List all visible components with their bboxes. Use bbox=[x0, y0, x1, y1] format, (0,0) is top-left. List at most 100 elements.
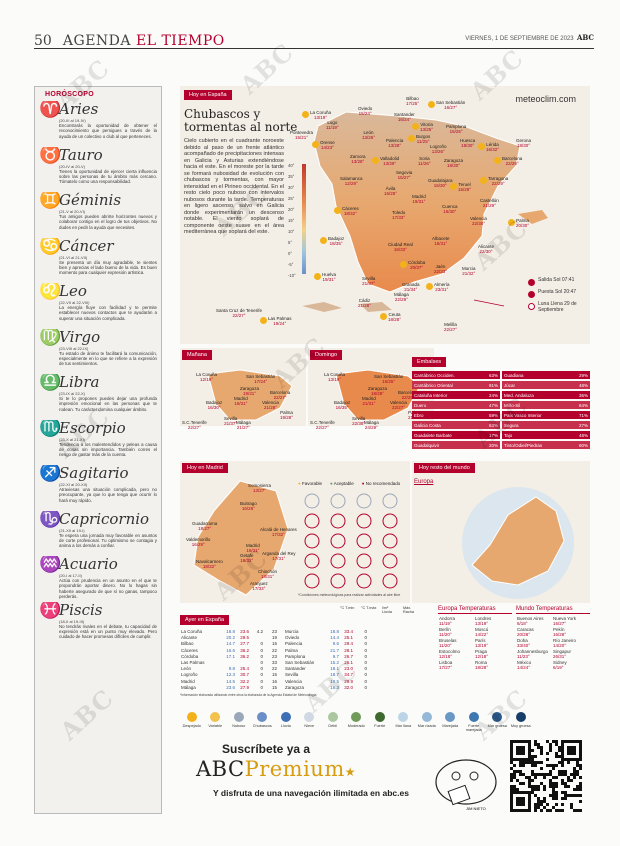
madrid-city: Guadarrama 18/27° bbox=[192, 521, 217, 531]
activity-icon bbox=[356, 493, 372, 509]
ayer-row: Santander 18.1 23.0 0 bbox=[285, 666, 367, 672]
madrid-city: Somosierra 13/27° bbox=[248, 483, 271, 493]
madrid-map bbox=[193, 480, 289, 596]
city-name: Gerona bbox=[516, 138, 532, 143]
weather-symbol-icon bbox=[468, 712, 479, 722]
city-temp: 21/37° bbox=[362, 281, 376, 286]
city-forecast: Ceuta 18/28° bbox=[388, 312, 401, 322]
weather-symbol-icon bbox=[492, 712, 503, 722]
city-forecast: Soria 11/26° bbox=[418, 156, 431, 166]
subscription-ad[interactable]: Suscríbete ya a ABCPremium★ Y disfruta d… bbox=[180, 740, 590, 816]
city-name: Huesca bbox=[460, 138, 476, 143]
horoscope-sign: ♐ Sagitario (22-XI al 20-XII) Atraviesas un… bbox=[39, 465, 157, 511]
city-temp: 17/33° bbox=[392, 215, 406, 220]
sun-icon bbox=[480, 177, 487, 184]
city-name: Orense bbox=[320, 140, 335, 145]
city-name: Cádiz bbox=[358, 298, 371, 303]
activity-icon bbox=[356, 573, 372, 589]
sun-icon bbox=[408, 135, 415, 142]
sign-name: Acuario bbox=[59, 556, 118, 573]
sign-dates: (21-V al 20-VI) bbox=[59, 209, 86, 214]
temp-row: Johannesburgo 11/23° Singapur 26/31° bbox=[516, 649, 588, 660]
city-forecast: Almería 23/31° bbox=[434, 282, 450, 292]
ayer-row: Las Palmas 0 33 bbox=[181, 660, 277, 666]
activity-icon bbox=[356, 553, 372, 569]
ayer-table-left: La Coruña 18.8 23.6 4.2 23 Alicante 20.2 29.5 19… bbox=[180, 629, 278, 691]
embalse-row: Guadalquivir 20% Tinto/Odiel/Piedras 60% bbox=[412, 441, 590, 449]
embalse-row: Galicia Costa 63% Segura 27% bbox=[412, 421, 590, 429]
mini-city: Badajoz 16/35° bbox=[334, 400, 350, 410]
city-temp: 26/31° bbox=[553, 654, 567, 659]
city-temp: 18/32° bbox=[343, 211, 357, 216]
city-name: Praga bbox=[475, 649, 488, 654]
city-name: Zaragoza bbox=[240, 386, 260, 391]
map-domingo-shape bbox=[335, 369, 421, 421]
mini-city: Madrid 19/31° bbox=[234, 396, 248, 406]
sign-dates: (20-IV al 20-V) bbox=[59, 163, 86, 169]
sign-text: Actúa con prudencia en un asunto en el q… bbox=[59, 578, 157, 600]
city-forecast: Barcelona 22/29° bbox=[502, 156, 522, 166]
city-temp: 12/18° bbox=[439, 654, 453, 659]
city-forecast: Lugo 11/19° bbox=[326, 120, 339, 130]
embalse-name: Cataluña Interior bbox=[414, 392, 448, 398]
city-forecast: Zamora 13/28° bbox=[350, 154, 366, 164]
ad-brand: ABCPremium★ bbox=[196, 757, 356, 781]
city-forecast: Málaga 22/29° bbox=[394, 292, 409, 302]
embalse-pct: 47% bbox=[488, 402, 498, 408]
city-temp: 22/27° bbox=[315, 425, 329, 430]
city-name: Arganda del Rey bbox=[262, 551, 296, 556]
city-temp: 15/27° bbox=[397, 175, 411, 180]
sunrise-time: Salida Sol 07:41 bbox=[538, 277, 575, 283]
city-temp: 22/38° bbox=[352, 421, 366, 426]
madrid-weather: Hoy en Madrid Somosierra 13/27° Buitrago 16… bbox=[180, 461, 410, 603]
city-name: Murcia bbox=[462, 266, 476, 271]
embalse-name: Júcar bbox=[504, 382, 516, 388]
city-temp: 33/40° bbox=[517, 643, 531, 648]
city-temp: 16/29° bbox=[191, 542, 205, 547]
horoscope-sign: ♉ Tauro (20-IV al 20-V) Tienes la oportunid… bbox=[39, 147, 157, 193]
city-temp: 16/30° bbox=[433, 183, 447, 188]
city-forecast: Toledo 17/33° bbox=[392, 210, 405, 220]
zodiac-icon: ♏ bbox=[39, 419, 62, 438]
embalses-table: Embalses Cantábrico Occiden. 63% Guadiana 2… bbox=[412, 348, 590, 449]
activity-icon bbox=[304, 573, 320, 589]
qr-code[interactable] bbox=[510, 740, 582, 812]
activity-icon bbox=[330, 513, 346, 529]
embalse-pct: 63% bbox=[488, 372, 498, 378]
embalse-pct: 60% bbox=[578, 442, 588, 448]
madrid-city: Getafe 19/32° bbox=[240, 553, 254, 563]
meteoclim-link[interactable]: meteoclim.com bbox=[515, 94, 576, 104]
scale-tick: 15° bbox=[288, 218, 295, 223]
sign-text: No tendrás rivales en el debate, tu capa… bbox=[59, 623, 157, 640]
ayer-row: Sevilla 18.7 34.7 0 bbox=[285, 672, 367, 678]
city-name: Sidney bbox=[553, 660, 567, 665]
city-name: Roma bbox=[475, 660, 488, 665]
section-subtitle: EL TIEMPO bbox=[135, 33, 225, 49]
ayer-headers: °C T.min °C T.máx l/m² Lluvia Máx. Racha bbox=[340, 606, 414, 614]
city-temp: 13/25° bbox=[420, 127, 434, 132]
world-temperatures: Mundo Temperaturas Buenos Aires 6/18° Nuev… bbox=[516, 606, 590, 671]
embalse-pct: 91% bbox=[488, 382, 498, 388]
ad-headline: Suscríbete ya a bbox=[222, 742, 311, 756]
city-temp: 19/24° bbox=[273, 321, 287, 326]
map-manana-shape bbox=[207, 369, 293, 421]
city-temp: 16/25° bbox=[382, 379, 396, 384]
city-name: Lisboa bbox=[439, 660, 453, 665]
embalse-name: Cantábrico Oriental bbox=[414, 382, 453, 388]
embalse-name: Duero bbox=[414, 402, 427, 408]
sign-dates: (21-XII al 19-I) bbox=[59, 527, 85, 533]
page-number: 50 bbox=[34, 33, 52, 49]
scale-tick: -10° bbox=[288, 273, 296, 278]
city-forecast: Burgos 11/25° bbox=[416, 134, 430, 144]
city-temp: 22/27° bbox=[273, 395, 287, 400]
city-temp: 21/28° bbox=[358, 303, 372, 308]
activity-icon bbox=[382, 493, 398, 509]
sign-dates: (23-IX al 22-X) bbox=[59, 391, 86, 396]
city-name: Chinchón bbox=[258, 569, 278, 574]
mini-city: Zaragoza 19/31° bbox=[240, 386, 259, 396]
city-temp: 13/28° bbox=[351, 159, 365, 164]
scale-tick: 40° bbox=[288, 163, 295, 168]
city-name: Palma bbox=[516, 218, 529, 223]
activity-icon bbox=[330, 573, 346, 589]
city-name: México bbox=[517, 660, 532, 665]
